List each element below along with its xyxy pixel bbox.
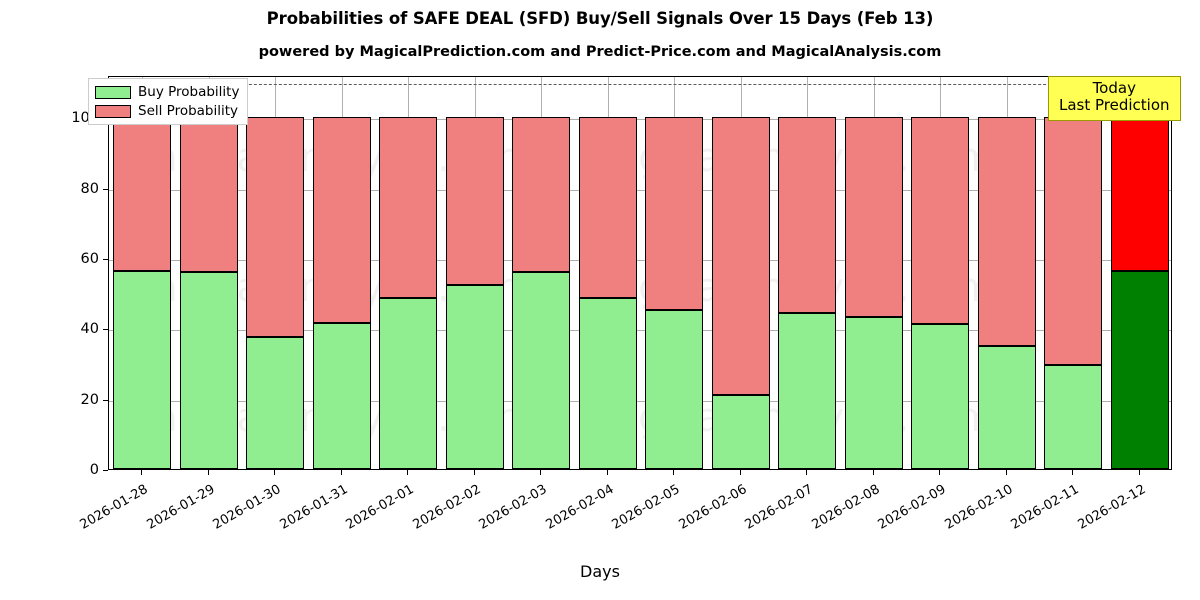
- bar-group[interactable]: [911, 75, 970, 469]
- y-tick-mark: [103, 258, 108, 261]
- bar-group[interactable]: [1044, 75, 1103, 469]
- bar-group[interactable]: [711, 75, 770, 469]
- bar-group[interactable]: [778, 75, 837, 469]
- bar-group[interactable]: [312, 75, 371, 469]
- x-tick-mark: [806, 470, 808, 475]
- y-tick-label-60: 60: [80, 250, 99, 267]
- gridline-y-40: [109, 330, 1171, 332]
- x-axis-label: Days: [580, 562, 620, 581]
- bar-segment-sell[interactable]: [113, 117, 172, 272]
- x-tick-mark: [274, 470, 276, 475]
- y-tick-mark: [103, 188, 108, 190]
- x-tick-mark: [141, 470, 143, 475]
- y-tick-mark: [103, 399, 108, 401]
- bar-segment-buy[interactable]: [911, 324, 970, 469]
- bar-segment-buy[interactable]: [977, 345, 1036, 469]
- x-tick-mark: [939, 470, 941, 475]
- bar-group[interactable]: [246, 75, 305, 469]
- legend-item-sell: Sell Probability: [95, 103, 239, 119]
- bar-segment-buy[interactable]: [113, 271, 172, 469]
- chart-legend: Buy Probability Sell Probability: [88, 78, 249, 125]
- bar-group[interactable]: [844, 75, 903, 469]
- bar-group[interactable]: [445, 75, 504, 469]
- bar-segment-buy[interactable]: [379, 298, 438, 469]
- bar-group[interactable]: [512, 75, 571, 469]
- x-tick-mark: [739, 470, 741, 475]
- bar-segment-buy[interactable]: [711, 395, 770, 469]
- bar-segment-sell[interactable]: [844, 117, 903, 318]
- legend-swatch-buy: [95, 85, 131, 99]
- y-tick-label-20: 20: [80, 391, 99, 408]
- gridline-y-60: [109, 259, 1171, 261]
- y-tick-label-40: 40: [80, 321, 99, 338]
- legend-swatch-sell: [95, 104, 131, 118]
- bar-segment-sell[interactable]: [1110, 117, 1169, 271]
- today-annotation-line2: Last Prediction: [1059, 96, 1170, 115]
- x-tick-mark: [540, 470, 542, 475]
- today-annotation-line1: Today: [1092, 79, 1136, 97]
- x-tick-mark: [872, 470, 874, 475]
- y-tick-mark: [103, 470, 108, 472]
- bar-group[interactable]: [977, 75, 1036, 469]
- bar-segment-sell[interactable]: [778, 117, 837, 314]
- x-tick-mark: [207, 470, 209, 475]
- bar-segment-sell[interactable]: [379, 117, 438, 299]
- bar-segment-sell[interactable]: [179, 117, 238, 272]
- bar-segment-sell[interactable]: [512, 117, 571, 272]
- x-tick-mark: [407, 470, 409, 475]
- bar-segment-buy[interactable]: [179, 272, 238, 469]
- bar-segment-sell[interactable]: [312, 117, 371, 323]
- bar-segment-sell[interactable]: [977, 117, 1036, 346]
- gridline-y-100: [109, 119, 1171, 121]
- bar-segment-buy[interactable]: [578, 298, 637, 469]
- bar-segment-buy[interactable]: [778, 313, 837, 469]
- y-tick-label-80: 80: [80, 180, 99, 197]
- bar-segment-buy[interactable]: [844, 317, 903, 469]
- legend-label-sell: Sell Probability: [138, 103, 239, 119]
- bar-segment-buy[interactable]: [512, 272, 571, 469]
- bar-segment-buy[interactable]: [246, 337, 305, 469]
- bar-segment-sell[interactable]: [1044, 117, 1103, 365]
- legend-item-buy: Buy Probability: [95, 84, 239, 100]
- bar-segment-sell[interactable]: [578, 117, 637, 299]
- bar-segment-buy[interactable]: [645, 309, 704, 469]
- bar-group[interactable]: [113, 75, 172, 469]
- x-tick-mark: [473, 470, 475, 475]
- today-annotation: Today Last Prediction: [1048, 76, 1181, 121]
- bar-segment-sell[interactable]: [911, 117, 970, 325]
- bar-group[interactable]: [1110, 75, 1169, 469]
- x-tick-mark: [673, 470, 675, 475]
- y-tick-label-0: 0: [89, 462, 99, 478]
- gridline-y-80: [109, 189, 1171, 191]
- reference-line: [109, 84, 1171, 86]
- bar-group[interactable]: [645, 75, 704, 469]
- bar-segment-sell[interactable]: [645, 117, 704, 310]
- bar-group[interactable]: [379, 75, 438, 469]
- x-tick-mark: [1072, 470, 1074, 475]
- legend-label-buy: Buy Probability: [138, 84, 240, 100]
- bar-segment-buy[interactable]: [1044, 364, 1103, 469]
- y-tick-mark: [103, 329, 108, 331]
- x-tick-mark: [1138, 470, 1140, 475]
- bar-group[interactable]: [578, 75, 637, 469]
- x-tick-mark: [1005, 470, 1007, 475]
- bar-segment-sell[interactable]: [445, 117, 504, 285]
- bar-segment-buy[interactable]: [1110, 270, 1169, 469]
- bar-segment-buy[interactable]: [445, 284, 504, 469]
- bar-series-layer: [109, 77, 1171, 469]
- bar-segment-sell[interactable]: [711, 117, 770, 396]
- gridline-y-20: [109, 400, 1171, 402]
- bar-segment-buy[interactable]: [312, 323, 371, 469]
- x-tick-mark: [606, 470, 608, 475]
- chart-title: Probabilities of SAFE DEAL (SFD) Buy/Sel…: [266, 9, 934, 28]
- x-tick-mark: [340, 470, 342, 475]
- plot-area: MagicalAnalysis.comMagicalAnalysis.comMa…: [108, 76, 1172, 470]
- bar-group[interactable]: [179, 75, 238, 469]
- bar-segment-sell[interactable]: [246, 117, 305, 338]
- chart-subtitle: powered by MagicalPrediction.com and Pre…: [258, 44, 942, 60]
